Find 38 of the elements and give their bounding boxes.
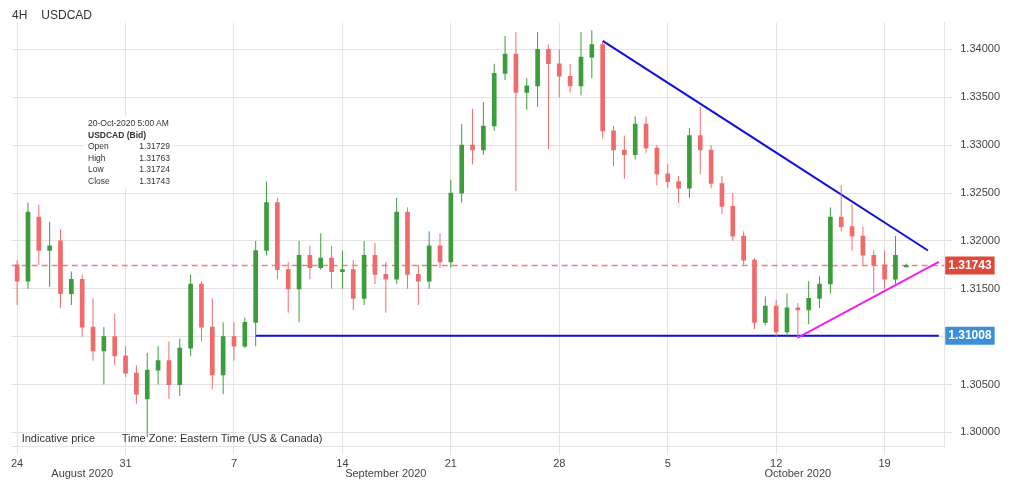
- y-tick-label: 1.32500: [960, 186, 1000, 199]
- y-tick-label: 1.34000: [960, 42, 1000, 55]
- x-tick-label: 21: [444, 457, 457, 470]
- x-tick-label: 5: [664, 457, 671, 470]
- annotation: Low: [88, 164, 104, 176]
- text: 1.31008: [948, 328, 992, 343]
- annotation: 20-Oct-2020 5:00 AM: [88, 118, 170, 130]
- annotation: 1.31763: [139, 152, 170, 164]
- x-tick-label: 31: [119, 457, 132, 470]
- annotation: 1.31724: [139, 164, 170, 176]
- y-tick-label: 1.32000: [960, 233, 1000, 246]
- chart-title: USDCAD: [41, 8, 93, 22]
- y-tick-label: 1.33000: [960, 138, 1000, 151]
- annotation: Indicative price: [21, 431, 96, 444]
- y-tick-label: 1.31500: [960, 281, 1000, 294]
- y-tick-label: 1.33500: [960, 90, 1000, 103]
- annotation: 1.31729: [139, 141, 170, 153]
- annotation: 1.31743: [139, 175, 170, 187]
- y-tick-label: 1.30000: [960, 425, 1000, 438]
- candlestick: [47, 221, 52, 288]
- candlestick: [556, 48, 562, 98]
- annotation: USDCAD (Bid): [88, 129, 148, 141]
- x-tick-label: 24: [10, 457, 24, 470]
- x-tick-label: 19: [878, 457, 891, 470]
- y-tick-label: 1.30500: [960, 377, 1000, 390]
- candlestick: [340, 250, 345, 290]
- text: August 2020: [51, 466, 114, 479]
- candlestick: [383, 261, 389, 314]
- annotation: Close: [88, 175, 110, 187]
- x-tick-label: 28: [553, 457, 566, 470]
- annotation: High: [88, 152, 106, 164]
- candlestick: [524, 77, 530, 111]
- x-tick-label: 7: [230, 457, 238, 470]
- candlestick: [676, 175, 681, 204]
- chart-subtitle: 4H: [12, 8, 28, 22]
- annotation: Open: [88, 141, 109, 153]
- ref-line-label: 1.31743: [948, 257, 992, 272]
- annotation: Time Zone: Eastern Time (US & Canada): [121, 431, 323, 444]
